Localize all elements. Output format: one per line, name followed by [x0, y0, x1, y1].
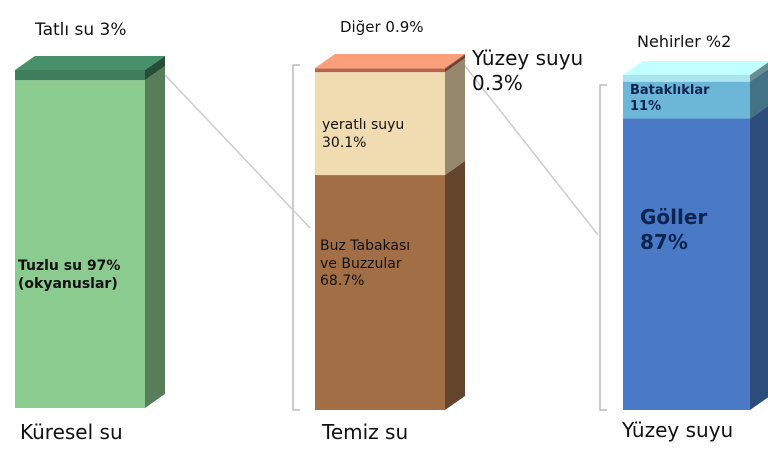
- bar-segment-side: [145, 56, 165, 81]
- segment-label: Göller 87%: [640, 205, 708, 254]
- bar-top: [15, 56, 165, 70]
- segment-label: yeratlı suyu 30.1%: [322, 117, 405, 151]
- bar-segment-side: [445, 54, 465, 70]
- bar-segment-side: [750, 69, 768, 119]
- segment-label: Diğer 0.9%: [340, 18, 424, 36]
- bar-top: [623, 61, 768, 75]
- chart-title: Yüzey suyu: [622, 418, 734, 442]
- bar-segment: [315, 175, 445, 410]
- bracket: [599, 84, 607, 411]
- segment-label: Buz Tabakası ve Buzzular 68.7%: [320, 238, 411, 289]
- bar-segment: [315, 69, 445, 73]
- bar-segment: [15, 80, 145, 408]
- bar-segment: [315, 72, 445, 176]
- segment-label: Tuzlu su 97% (okyanuslar): [18, 258, 121, 292]
- bar-segment-side: [750, 105, 768, 410]
- bracket: [292, 64, 300, 411]
- segment-label: Tatlı su 3%: [35, 20, 127, 40]
- chart-title: Küresel su: [20, 420, 123, 444]
- bar-segment: [623, 81, 750, 119]
- chart-title: Temiz su: [322, 420, 409, 444]
- segment-label: Bataklıklar 11%: [630, 83, 710, 115]
- bar-segment-side: [445, 58, 465, 176]
- segment-label: Yüzey suyu 0.3%: [472, 46, 584, 95]
- connector: [461, 61, 599, 236]
- bar-segment-side: [145, 66, 165, 408]
- bar-segment: [623, 75, 750, 82]
- bar-segment-side: [445, 55, 465, 73]
- bar-segment: [315, 68, 445, 70]
- segment-label: Nehirler %2: [637, 32, 732, 51]
- bar-segment: [15, 70, 145, 81]
- bar-segment-side: [750, 62, 768, 82]
- connector: [164, 74, 311, 229]
- bar-segment: [623, 118, 750, 411]
- bar-top: [315, 54, 465, 68]
- bar-segment-side: [445, 161, 465, 410]
